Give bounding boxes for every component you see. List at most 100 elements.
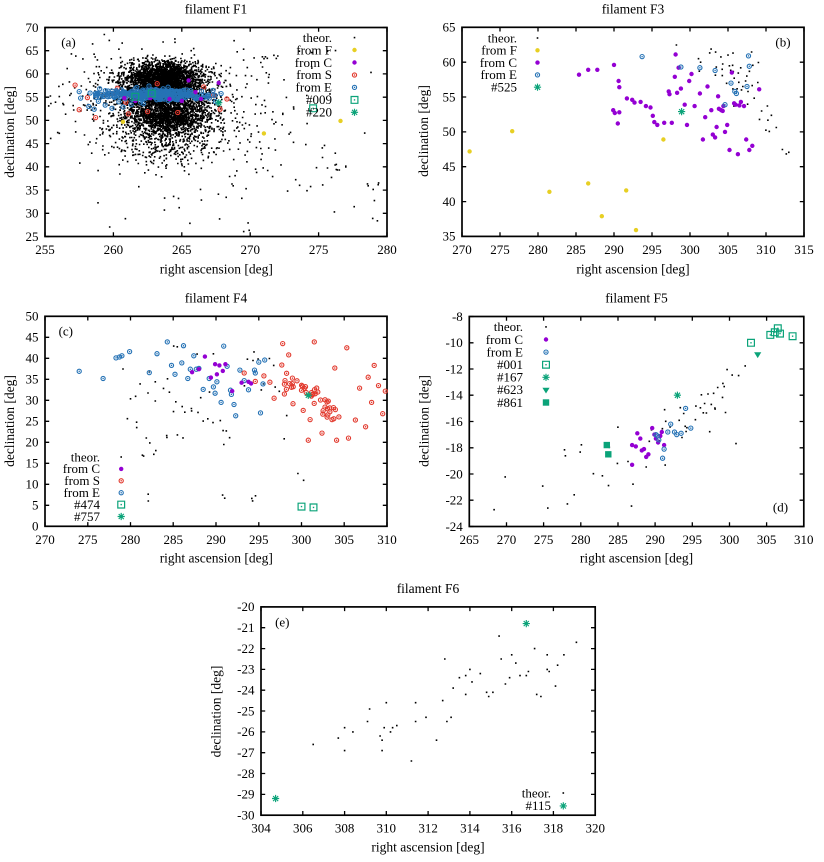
svg-text:-14: -14	[445, 388, 463, 403]
svg-text:265: 265	[460, 532, 480, 547]
svg-text:300: 300	[720, 532, 740, 547]
svg-text:#623: #623	[497, 382, 523, 397]
svg-text:300: 300	[680, 242, 700, 257]
svg-text:305: 305	[718, 242, 738, 257]
svg-text:-18: -18	[445, 440, 462, 455]
svg-text:305: 305	[757, 532, 777, 547]
svg-text:right ascension [deg]: right ascension [deg]	[371, 839, 484, 854]
svg-text:55: 55	[443, 89, 456, 104]
svg-text:-20: -20	[237, 599, 254, 614]
svg-text:30: 30	[26, 206, 39, 221]
svg-text:35: 35	[443, 229, 456, 244]
svg-text:316: 316	[502, 821, 522, 836]
svg-text:#757: #757	[74, 509, 101, 524]
svg-text:filament F3: filament F3	[602, 2, 665, 17]
svg-text:280: 280	[377, 242, 397, 257]
svg-text:70: 70	[26, 20, 39, 35]
svg-text:filament F4: filament F4	[185, 291, 248, 306]
svg-text:from C: from C	[63, 461, 100, 476]
svg-text:declination [deg]: declination [deg]	[2, 375, 17, 467]
svg-text:#220: #220	[306, 105, 332, 120]
svg-text:filament F6: filament F6	[397, 581, 460, 596]
svg-text:5: 5	[32, 498, 39, 513]
svg-text:312: 312	[418, 821, 438, 836]
svg-text:declination [deg]: declination [deg]	[2, 86, 17, 178]
svg-text:310: 310	[794, 532, 814, 547]
svg-text:314: 314	[460, 821, 480, 836]
svg-text:from E: from E	[481, 67, 518, 82]
svg-text:290: 290	[604, 242, 624, 257]
svg-text:315: 315	[794, 242, 814, 257]
svg-text:295: 295	[683, 532, 703, 547]
svg-text:275: 275	[309, 242, 329, 257]
svg-text:280: 280	[571, 532, 591, 547]
svg-text:(c): (c)	[59, 324, 73, 339]
svg-text:60: 60	[26, 66, 39, 81]
svg-text:50: 50	[26, 309, 39, 324]
svg-text:285: 285	[566, 242, 586, 257]
svg-text:40: 40	[443, 194, 456, 209]
svg-text:from S: from S	[296, 67, 332, 82]
svg-text:305: 305	[334, 532, 354, 547]
svg-text:-8: -8	[452, 309, 463, 324]
svg-text:295: 295	[642, 242, 662, 257]
svg-text:45: 45	[26, 136, 39, 151]
svg-text:theor.: theor.	[488, 30, 517, 45]
svg-text:275: 275	[490, 242, 510, 257]
svg-text:255: 255	[35, 242, 55, 257]
svg-text:-12: -12	[445, 361, 462, 376]
svg-text:35: 35	[26, 182, 39, 197]
svg-text:310: 310	[756, 242, 776, 257]
svg-text:0: 0	[32, 519, 39, 534]
svg-text:right ascension [deg]: right ascension [deg]	[580, 551, 693, 566]
svg-text:50: 50	[26, 113, 39, 128]
svg-text:#115: #115	[525, 798, 551, 813]
svg-text:theor.: theor.	[71, 449, 100, 464]
svg-text:304: 304	[251, 821, 271, 836]
svg-text:#167: #167	[497, 370, 524, 385]
svg-text:65: 65	[26, 43, 39, 58]
svg-text:-20: -20	[445, 466, 462, 481]
svg-text:55: 55	[26, 90, 39, 105]
svg-text:50: 50	[443, 124, 456, 139]
svg-text:275: 275	[534, 532, 554, 547]
svg-text:(b): (b)	[775, 35, 790, 50]
svg-text:from F: from F	[481, 43, 517, 58]
svg-text:310: 310	[377, 821, 397, 836]
svg-text:declination [deg]: declination [deg]	[208, 666, 223, 758]
svg-text:260: 260	[104, 242, 124, 257]
svg-text:-22: -22	[445, 493, 462, 508]
svg-text:270: 270	[452, 242, 472, 257]
svg-text:310: 310	[377, 532, 397, 547]
svg-text:285: 285	[608, 532, 628, 547]
svg-text:from E: from E	[296, 80, 333, 95]
svg-text:filament F5: filament F5	[605, 291, 668, 306]
svg-text:270: 270	[240, 242, 260, 257]
svg-text:#001: #001	[497, 357, 523, 372]
svg-text:from S: from S	[64, 473, 100, 488]
svg-text:(e): (e)	[275, 615, 289, 630]
svg-text:308: 308	[335, 821, 355, 836]
svg-text:30: 30	[26, 393, 39, 408]
svg-text:270: 270	[497, 532, 517, 547]
svg-text:declination [deg]: declination [deg]	[417, 375, 432, 467]
svg-text:-25: -25	[237, 703, 254, 718]
svg-text:285: 285	[163, 532, 183, 547]
svg-text:from C: from C	[295, 55, 332, 70]
svg-text:40: 40	[26, 159, 39, 174]
svg-text:280: 280	[121, 532, 141, 547]
svg-text:-30: -30	[237, 808, 254, 823]
svg-text:280: 280	[528, 242, 548, 257]
svg-text:#525: #525	[491, 80, 517, 95]
svg-text:from C: from C	[486, 332, 523, 347]
svg-text:from E: from E	[487, 344, 524, 359]
svg-text:65: 65	[443, 20, 456, 35]
svg-text:#474: #474	[74, 497, 101, 512]
svg-text:-21: -21	[237, 620, 254, 635]
svg-text:10: 10	[26, 477, 39, 492]
svg-text:275: 275	[78, 532, 98, 547]
svg-text:-23: -23	[237, 662, 254, 677]
svg-text:(d): (d)	[773, 500, 788, 515]
svg-text:25: 25	[26, 414, 39, 429]
svg-text:#009: #009	[306, 92, 332, 107]
